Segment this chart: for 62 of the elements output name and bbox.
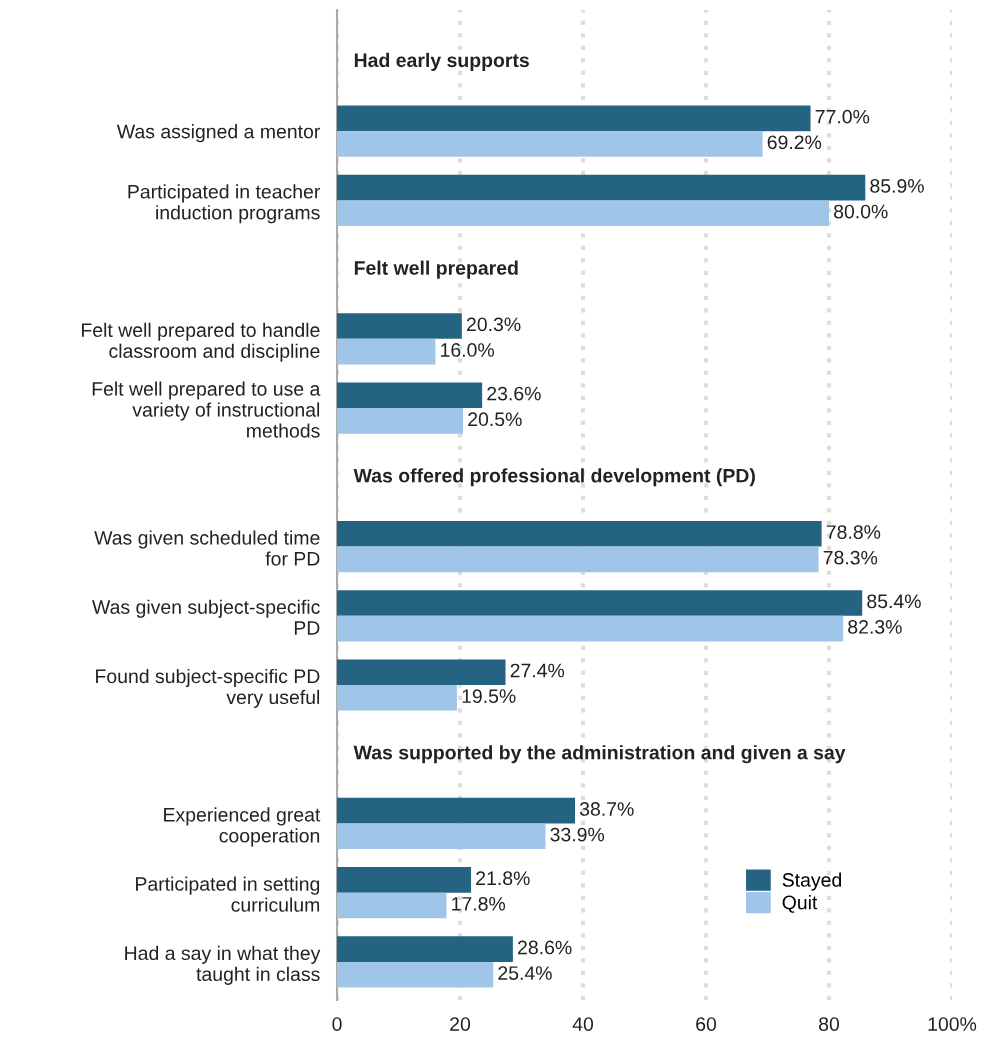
y-tick-label: Participated in setting curriculum [136,876,320,912]
y-tick-label: Felt well prepared to handle classroom and discipline [81,322,320,362]
bar [337,382,483,409]
annotation: Felt well prepared [354,260,518,279]
x-tick-label: 0 [332,1017,342,1031]
y-tick-label: Was given scheduled time for PD [94,530,320,566]
x-tick-label: 100% [928,1017,977,1031]
bar [337,961,494,988]
data-label: 16.0% [441,343,495,357]
x-tick-label: 80 [819,1017,840,1031]
y-tick-label: Participated in teacher induction programs [128,184,321,224]
data-label: 77.0% [815,109,870,124]
bar [337,520,822,547]
bar [337,174,866,201]
bar [337,892,447,919]
bar [337,338,436,365]
data-label: 78.8% [826,525,881,539]
bar [337,659,506,685]
data-label: 17.8% [452,896,506,911]
data-label: 38.7% [579,802,634,816]
annotation: Was offered professional development (PD) [353,468,755,487]
data-label: 20.3% [466,317,521,332]
bar [337,546,819,573]
y-tick-label: Was assigned a mentor [116,124,321,143]
bar [337,590,863,616]
data-label: 80.0% [834,204,888,219]
data-label: 27.4% [510,663,565,678]
y-tick-label: Experienced great cooperation [164,807,321,847]
data-label: 33.9% [550,827,605,842]
y-tick-label: Was given subject-specific PD [92,599,320,635]
bar [337,867,472,893]
data-label: 19.5% [462,689,516,704]
data-label: 21.8% [476,871,530,886]
bar [337,105,811,132]
data-label: 23.6% [487,386,541,401]
x-tick-label: 60 [696,1017,717,1031]
bar [337,408,464,434]
y-tick-label: Found subject-specific PD very useful [96,668,320,708]
legend-label: Stayed [782,872,841,891]
bar [337,200,829,226]
data-label: 78.3% [823,550,878,565]
y-tick-label: Had a say in what they taught in class [125,945,321,985]
data-label: 85.9% [870,179,924,193]
data-label: 82.3% [848,620,902,634]
data-label: 85.4% [867,594,921,609]
bar [337,823,546,850]
x-tick-label: 20 [450,1017,471,1031]
data-label: 69.2% [767,135,822,150]
bar [337,615,844,642]
y-tick-label: Felt well prepared to use a variety of instructional methods [92,381,321,438]
bar [337,685,457,711]
data-label: 20.5% [468,412,522,427]
x-tick-label: 40 [572,1017,594,1031]
data-label: 28.6% [518,940,572,955]
annotation: Had early supports [354,52,529,71]
data-label: 25.4% [498,966,552,980]
bar [337,797,576,824]
annotation: Was supported by the administration and given a say [353,745,846,764]
bar [337,936,513,962]
bar [337,131,763,157]
legend-label: Quit [782,895,818,913]
bar [337,313,462,339]
